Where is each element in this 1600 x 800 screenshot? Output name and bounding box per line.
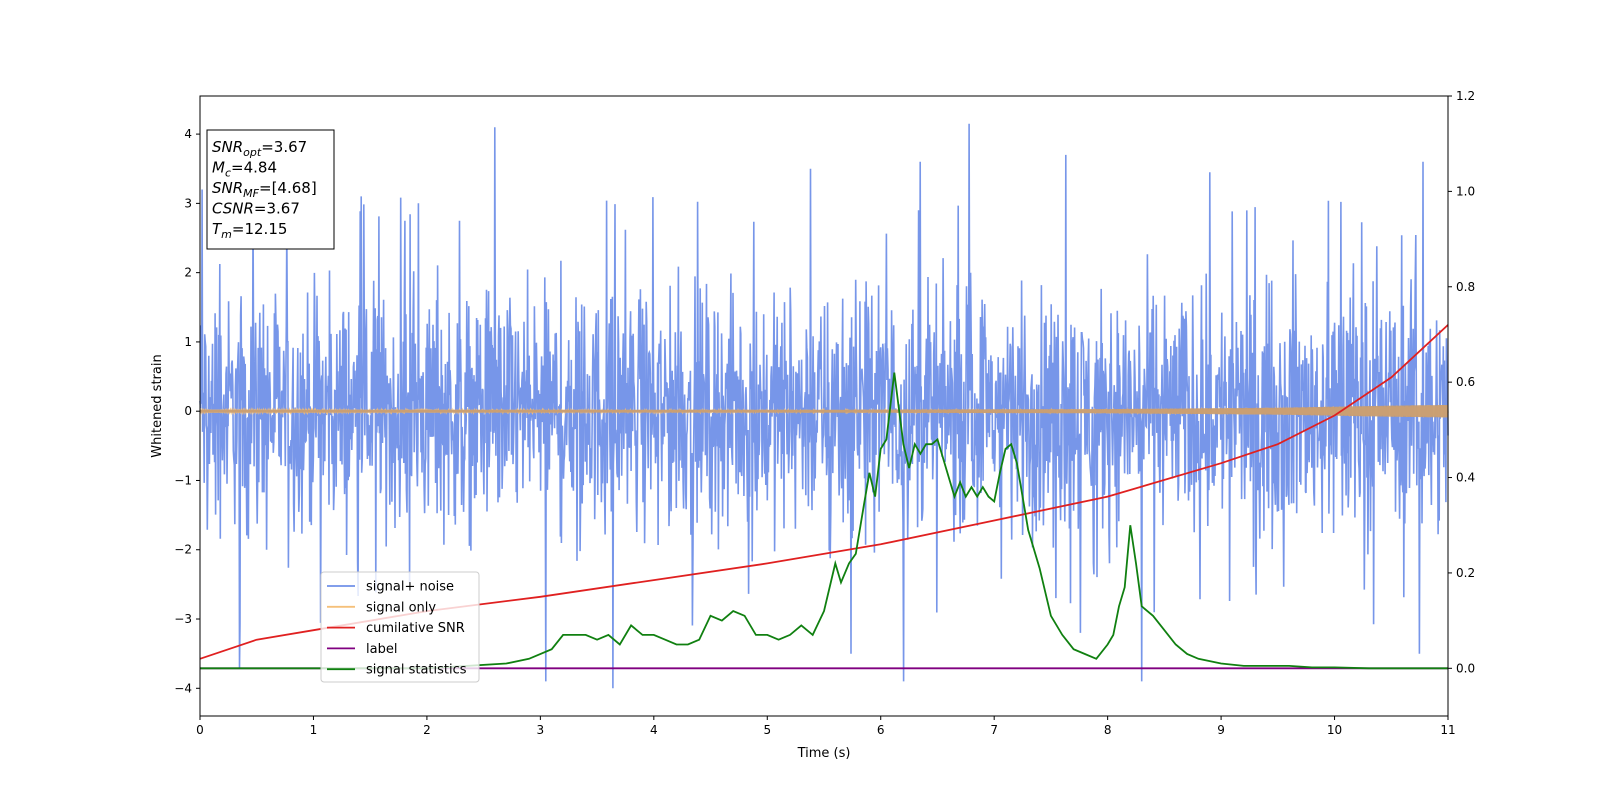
y-tick-label-right: 1.0 <box>1456 184 1475 198</box>
y-tick-label-right: 1.2 <box>1456 89 1475 103</box>
y-tick-label-right: 0.0 <box>1456 661 1475 675</box>
y-axis-right: 0.0 0.2 0.4 0.6 0.8 1.0 1.2 <box>1448 89 1475 675</box>
y-tick-label-left: 3 <box>184 196 192 210</box>
signal-only-series <box>199 404 1449 419</box>
x-axis-label: Time (s) <box>797 746 851 761</box>
x-tick-label: 1 <box>310 723 318 737</box>
y-tick-label-left: 0 <box>184 404 192 418</box>
x-axis: 0 1 2 3 4 5 6 7 8 9 10 11 <box>196 716 1456 737</box>
x-tick-label: 5 <box>763 723 771 737</box>
x-tick-label: 3 <box>537 723 545 737</box>
y-tick-label-left: −4 <box>174 681 192 695</box>
y-tick-label-right: 0.6 <box>1456 375 1475 389</box>
legend-label: signal only <box>366 600 436 615</box>
x-tick-label: 2 <box>423 723 431 737</box>
y-tick-label-left: −1 <box>174 473 192 487</box>
annotation-line: Tm=12.15 <box>212 220 287 241</box>
signal-noise-series <box>199 123 1449 689</box>
legend-label: signal+ noise <box>366 580 454 595</box>
legend: signal+ noise signal only cumilative SNR la… <box>320 571 480 683</box>
legend-frame <box>320 571 480 683</box>
annotation-line: Mc=4.84 <box>212 159 277 180</box>
plot-frame <box>199 95 1449 717</box>
annotation-line: SNRMF=[4.68] <box>212 179 317 200</box>
x-tick-label: 11 <box>1440 723 1455 737</box>
y-axis-left: −4 −3 −2 −1 0 1 2 3 4 <box>174 127 200 695</box>
x-tick-label: 8 <box>1104 723 1112 737</box>
x-tick-label: 10 <box>1327 723 1342 737</box>
y-tick-label-left: 2 <box>184 266 192 280</box>
x-tick-label: 6 <box>877 723 885 737</box>
y-tick-label-right: 0.2 <box>1456 566 1475 580</box>
legend-label: cumilative SNR <box>366 621 465 636</box>
y-tick-label-right: 0.4 <box>1456 471 1475 485</box>
x-tick-label: 0 <box>196 723 204 737</box>
y-tick-label-left: 1 <box>184 335 192 349</box>
signal-statistics-line <box>200 372 1448 670</box>
y-tick-label-left: −2 <box>174 543 192 557</box>
y-tick-label-right: 0.8 <box>1456 280 1475 294</box>
x-tick-label: 7 <box>990 723 998 737</box>
x-tick-label: 4 <box>650 723 658 737</box>
legend-label: signal statistics <box>366 663 467 678</box>
signal-only-band <box>200 405 1448 418</box>
annotation-line: CSNR=3.67 <box>212 200 300 218</box>
y-axis-label: Whitened strain <box>150 354 165 457</box>
x-tick-label: 9 <box>1217 723 1225 737</box>
y-tick-label-left: −3 <box>174 612 192 626</box>
signal-noise-line <box>199 123 1449 689</box>
annotation-frame <box>206 129 335 250</box>
annotation-line: SNRopt=3.67 <box>212 138 307 159</box>
y-tick-label-left: 4 <box>184 127 192 141</box>
legend-label: label <box>366 642 397 657</box>
